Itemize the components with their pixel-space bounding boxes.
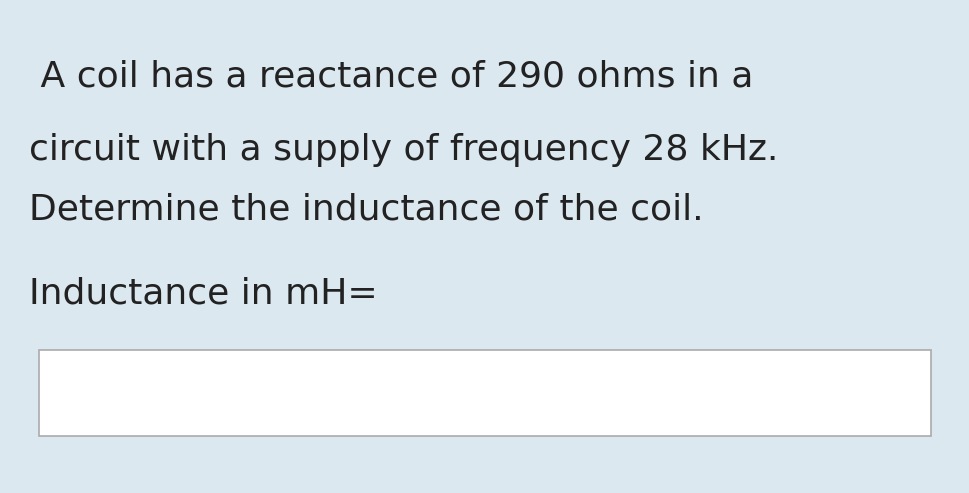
FancyBboxPatch shape (39, 350, 930, 436)
Text: Determine the inductance of the coil.: Determine the inductance of the coil. (29, 192, 703, 226)
Text: circuit with a supply of frequency 28 kHz.: circuit with a supply of frequency 28 kH… (29, 133, 778, 167)
Text: Inductance in mH=: Inductance in mH= (29, 276, 378, 310)
Text: A coil has a reactance of 290 ohms in a: A coil has a reactance of 290 ohms in a (29, 59, 753, 93)
